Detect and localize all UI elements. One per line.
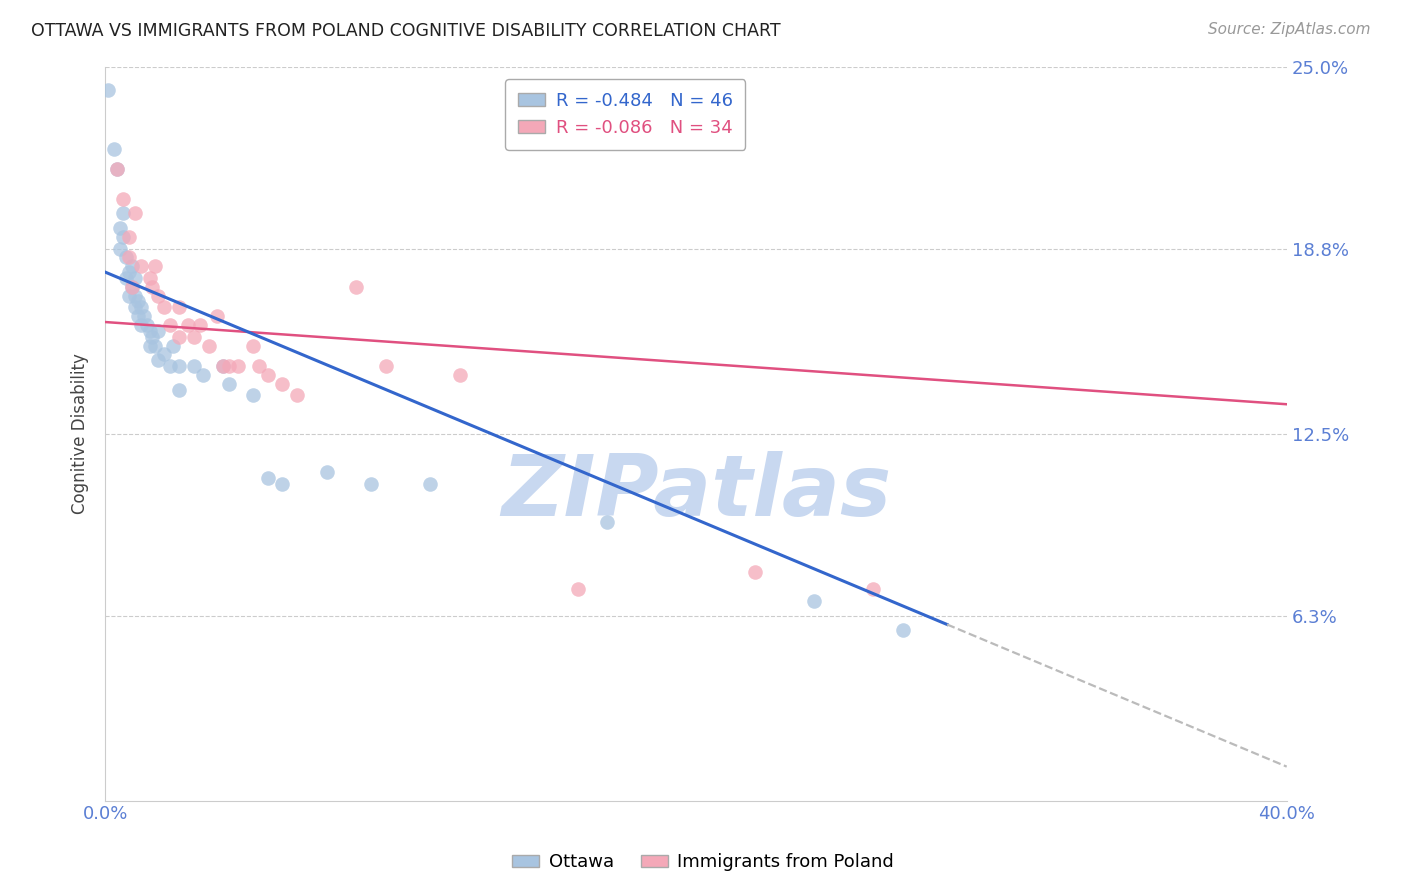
Text: Source: ZipAtlas.com: Source: ZipAtlas.com <box>1208 22 1371 37</box>
Point <box>212 359 235 373</box>
Point <box>159 359 181 373</box>
Point <box>167 301 190 315</box>
Point <box>124 206 146 220</box>
Point <box>124 301 146 315</box>
Point <box>344 280 367 294</box>
Legend: R = -0.484   N = 46, R = -0.086   N = 34: R = -0.484 N = 46, R = -0.086 N = 34 <box>505 79 745 150</box>
Point <box>115 271 138 285</box>
Point <box>247 359 270 373</box>
Point <box>167 359 190 373</box>
Y-axis label: Cognitive Disability: Cognitive Disability <box>72 353 89 514</box>
Point <box>183 359 205 373</box>
Point <box>596 515 619 529</box>
Point <box>153 347 176 361</box>
Text: ZIPatlas: ZIPatlas <box>501 450 891 533</box>
Point <box>374 359 396 373</box>
Point <box>256 368 278 382</box>
Point <box>148 288 170 302</box>
Point <box>256 470 278 484</box>
Point <box>121 280 143 294</box>
Point <box>212 359 235 373</box>
Point <box>177 318 200 332</box>
Point <box>803 594 825 608</box>
Point <box>207 309 229 323</box>
Point <box>226 359 249 373</box>
Point <box>129 318 152 332</box>
Point <box>744 565 766 579</box>
Point <box>129 259 152 273</box>
Point <box>242 388 264 402</box>
Point <box>115 251 138 265</box>
Point <box>162 338 184 352</box>
Point <box>138 271 160 285</box>
Point <box>121 280 143 294</box>
Point <box>183 329 205 343</box>
Point <box>449 368 471 382</box>
Point <box>129 301 152 315</box>
Point <box>145 259 167 273</box>
Point <box>118 251 141 265</box>
Point <box>191 368 214 382</box>
Point <box>145 338 167 352</box>
Point <box>862 582 884 597</box>
Point <box>111 206 134 220</box>
Point <box>105 162 128 177</box>
Point <box>153 301 176 315</box>
Point <box>148 324 170 338</box>
Point <box>167 383 190 397</box>
Point <box>218 359 240 373</box>
Point <box>242 338 264 352</box>
Point <box>121 259 143 273</box>
Point <box>159 318 181 332</box>
Text: OTTAWA VS IMMIGRANTS FROM POLAND COGNITIVE DISABILITY CORRELATION CHART: OTTAWA VS IMMIGRANTS FROM POLAND COGNITI… <box>31 22 780 40</box>
Point <box>167 329 190 343</box>
Point <box>419 476 441 491</box>
Point <box>315 465 337 479</box>
Point <box>118 265 141 279</box>
Point <box>124 288 146 302</box>
Point <box>118 288 141 302</box>
Point <box>141 280 163 294</box>
Point <box>567 582 589 597</box>
Point <box>188 318 211 332</box>
Point <box>124 271 146 285</box>
Point <box>138 338 160 352</box>
Point <box>127 294 149 309</box>
Point <box>127 309 149 323</box>
Point <box>135 318 157 332</box>
Point <box>111 230 134 244</box>
Point <box>118 230 141 244</box>
Point <box>97 83 120 97</box>
Point <box>132 309 155 323</box>
Point <box>108 221 131 235</box>
Point <box>105 162 128 177</box>
Point <box>285 388 308 402</box>
Point <box>108 242 131 256</box>
Point <box>103 142 125 156</box>
Point <box>360 476 382 491</box>
Point <box>218 376 240 391</box>
Point <box>891 624 914 638</box>
Point <box>141 329 163 343</box>
Point <box>271 476 294 491</box>
Point <box>271 376 294 391</box>
Point <box>111 192 134 206</box>
Point <box>197 338 219 352</box>
Point <box>138 324 160 338</box>
Point <box>148 353 170 368</box>
Legend: Ottawa, Immigrants from Poland: Ottawa, Immigrants from Poland <box>505 847 901 879</box>
